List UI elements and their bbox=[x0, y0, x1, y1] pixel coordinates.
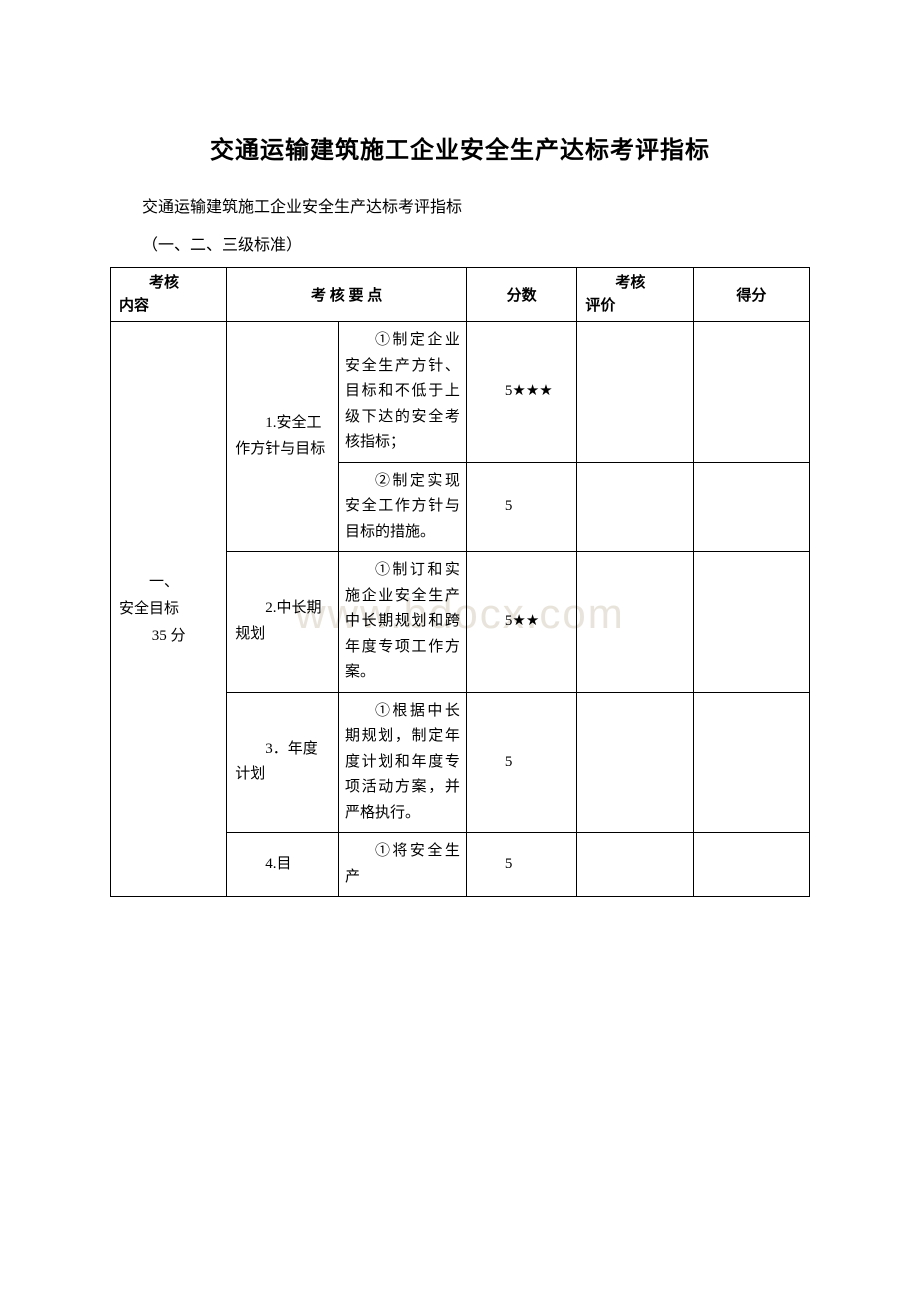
cell-point: 4.目 bbox=[227, 833, 339, 897]
cell-score: 5★★★ bbox=[466, 322, 576, 463]
evaluation-table: 考核 内容 考 核 要 点 分数 考核 评价 得分 一、 安全目标 35 分 bbox=[110, 267, 810, 897]
cell-point: 3．年度计划 bbox=[227, 692, 339, 833]
document-content: 交通运输建筑施工企业安全生产达标考评指标 交通运输建筑施工企业安全生产达标考评指… bbox=[110, 130, 810, 897]
cell-section: 一、 安全目标 35 分 bbox=[111, 322, 227, 897]
table-row: 一、 安全目标 35 分 1.安全工作方针与目标 ①制定企业安全生产方针、目标和… bbox=[111, 322, 810, 463]
cell-detail: ①制订和实施企业安全生产中长期规划和跨年度专项工作方案。 bbox=[338, 552, 466, 693]
table-header-row: 考核 内容 考 核 要 点 分数 考核 评价 得分 bbox=[111, 268, 810, 322]
cell-point: 1.安全工作方针与目标 bbox=[227, 322, 339, 552]
header-points: 考 核 要 点 bbox=[227, 268, 467, 322]
cell-score: 5★★ bbox=[466, 552, 576, 693]
cell-final bbox=[693, 552, 809, 693]
cell-detail: ②制定实现安全工作方针与目标的措施。 bbox=[338, 462, 466, 552]
cell-final bbox=[693, 692, 809, 833]
cell-eval bbox=[577, 833, 693, 897]
cell-final bbox=[693, 322, 809, 463]
cell-final bbox=[693, 833, 809, 897]
cell-eval bbox=[577, 692, 693, 833]
cell-eval bbox=[577, 552, 693, 693]
cell-detail: ①将安全生产 bbox=[338, 833, 466, 897]
cell-detail: ①制定企业安全生产方针、目标和不低于上级下达的安全考核指标； bbox=[338, 322, 466, 463]
header-score: 分数 bbox=[466, 268, 576, 322]
cell-final bbox=[693, 462, 809, 552]
header-eval: 考核 评价 bbox=[577, 268, 693, 322]
cell-detail: ①根据中长期规划，制定年度计划和年度专项活动方案，并严格执行。 bbox=[338, 692, 466, 833]
cell-point: 2.中长期规划 bbox=[227, 552, 339, 693]
header-content: 考核 内容 bbox=[111, 268, 227, 322]
cell-score: 5 bbox=[466, 833, 576, 897]
subtitle-text: 交通运输建筑施工企业安全生产达标考评指标 bbox=[110, 193, 810, 217]
note-text: （一、二、三级标准） bbox=[110, 231, 810, 255]
cell-eval bbox=[577, 322, 693, 463]
cell-eval bbox=[577, 462, 693, 552]
header-final: 得分 bbox=[693, 268, 809, 322]
cell-score: 5 bbox=[466, 462, 576, 552]
page-title: 交通运输建筑施工企业安全生产达标考评指标 bbox=[110, 130, 810, 165]
cell-score: 5 bbox=[466, 692, 576, 833]
